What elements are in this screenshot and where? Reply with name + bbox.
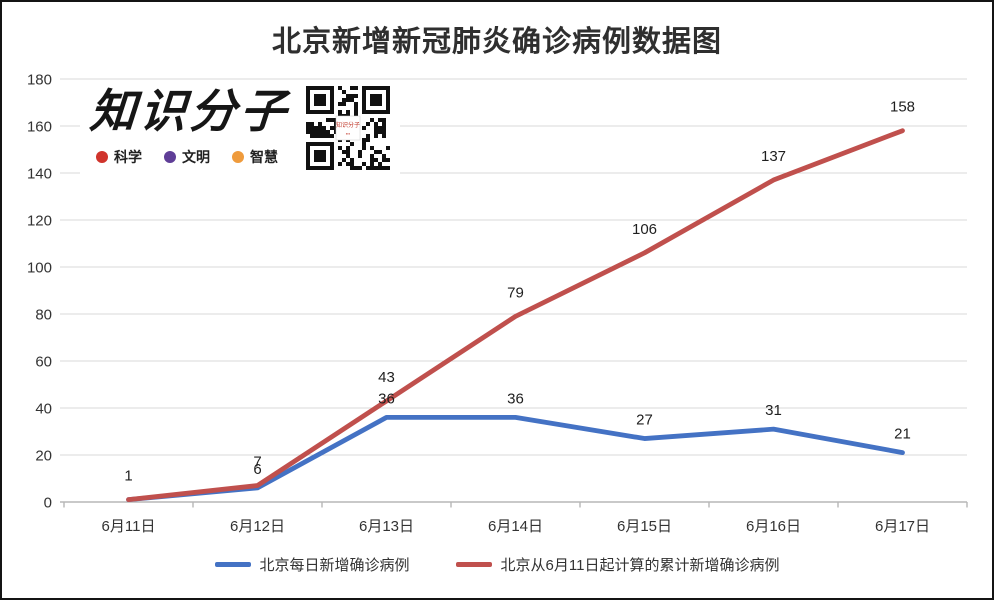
data-label: 158 <box>890 99 915 116</box>
data-label: 36 <box>378 390 395 407</box>
brand-logo-text: 知识分子 <box>88 86 292 137</box>
page-title: 北京新增新冠肺炎确诊病例数据图 <box>271 26 722 58</box>
y-tick-label: 60 <box>35 354 52 371</box>
x-tick-label: 6月15日 <box>617 518 672 535</box>
y-tick-label: 40 <box>35 401 52 418</box>
data-label: 21 <box>894 426 911 443</box>
data-label: 31 <box>765 402 782 419</box>
cumulative-series-swatch-icon <box>455 562 492 567</box>
brand-taglines: 科学 文明 智慧 <box>96 147 290 167</box>
y-tick-label: 180 <box>27 72 52 89</box>
tagline-civilization: 文明 <box>164 147 210 167</box>
x-tick-label: 6月14日 <box>488 518 543 535</box>
tagline-label: 智慧 <box>250 151 278 167</box>
data-label: 7 <box>253 454 261 471</box>
data-label: 79 <box>507 284 524 301</box>
data-label: 6 <box>253 461 261 478</box>
svg-text:▪▪▪: ▪▪▪ <box>346 131 351 136</box>
brand-left: 知识分子 科学 文明 智慧 <box>88 84 292 167</box>
legend-item-cumulative: 北京从6月11日起计算的累计新增确诊病例 <box>455 554 780 575</box>
data-label: 1 <box>124 468 132 485</box>
daily-series-swatch-icon <box>214 562 251 567</box>
data-label: 36 <box>507 390 524 407</box>
series-line-1 <box>126 128 905 503</box>
x-tick-label: 6月17日 <box>875 518 930 535</box>
y-tick-label: 0 <box>44 495 52 512</box>
x-tick-label: 6月13日 <box>359 518 414 535</box>
tagline-label: 科学 <box>114 151 142 167</box>
legend-label-cumulative: 北京从6月11日起计算的累计新增确诊病例 <box>500 557 780 574</box>
legend-label-daily: 北京每日新增确诊病例 <box>259 557 410 574</box>
y-tick-label: 100 <box>27 260 52 277</box>
y-tick-label: 80 <box>35 307 52 324</box>
y-tick-label: 140 <box>27 166 52 183</box>
x-tick-label: 6月11日 <box>102 518 156 535</box>
chart-legend: 北京每日新增确诊病例 北京从6月11日起计算的累计新增确诊病例 <box>2 554 992 575</box>
svg-text:知识分子: 知识分子 <box>336 121 360 129</box>
wisdom-dot-icon <box>232 151 244 164</box>
brand-block: 知识分子 科学 文明 智慧 知识分子 ▪▪▪ <box>80 80 400 176</box>
data-label: 137 <box>761 148 786 165</box>
x-tick-label: 6月12日 <box>230 518 285 535</box>
x-tick-label: 6月16日 <box>746 518 801 535</box>
data-label: 27 <box>636 412 653 429</box>
tagline-wisdom: 智慧 <box>232 147 278 167</box>
tagline-label: 文明 <box>182 151 210 167</box>
qr-code-icon: 知识分子 ▪▪▪ <box>306 86 390 170</box>
data-label: 106 <box>632 221 657 238</box>
civilization-dot-icon <box>164 151 176 164</box>
tagline-science: 科学 <box>96 147 142 167</box>
y-tick-label: 20 <box>35 448 52 465</box>
y-tick-label: 120 <box>27 213 52 230</box>
data-label: 43 <box>378 369 395 386</box>
legend-item-daily: 北京每日新增确诊病例 <box>214 554 410 575</box>
science-dot-icon <box>96 151 108 164</box>
y-tick-label: 160 <box>27 119 52 136</box>
